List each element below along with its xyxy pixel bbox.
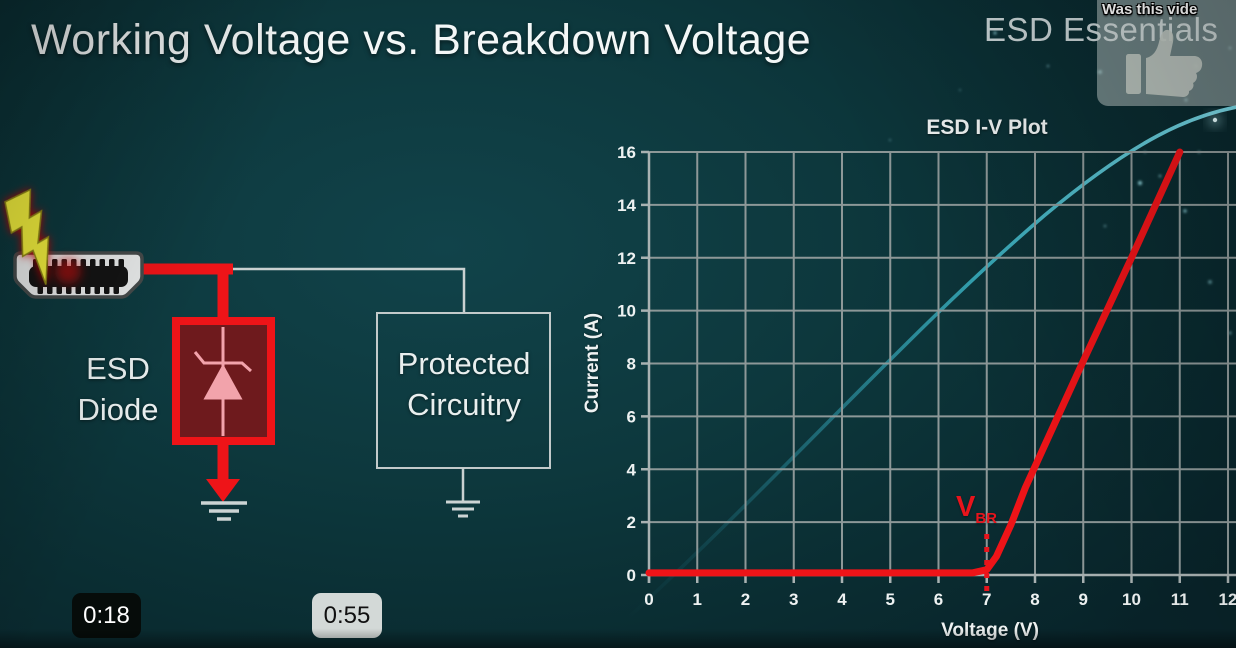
ground-symbol-protected [446, 500, 480, 518]
thumbs-up-icon[interactable] [1120, 26, 1210, 100]
x-tick-label: 6 [934, 590, 943, 609]
y-tick-label: 16 [617, 143, 636, 162]
chart-title: ESD I-V Plot [926, 116, 1048, 139]
y-tick-label: 14 [617, 196, 636, 215]
y-tick-label: 6 [627, 407, 636, 426]
x-tick-label: 7 [982, 590, 991, 609]
y-tick-label: 0 [627, 566, 636, 585]
surge-arrowhead [206, 479, 240, 502]
teal-swoosh [626, 105, 1236, 620]
x-tick-label: 3 [789, 590, 798, 609]
x-tick-label: 12 [1219, 590, 1236, 609]
x-axis-title: Voltage (V) [941, 620, 1039, 641]
y-tick-label: 8 [627, 355, 636, 374]
hdmi-connector-icon [13, 251, 144, 299]
feedback-prompt: Was this vide [1102, 1, 1198, 18]
esd-diode-symbol [193, 327, 252, 436]
y-axis-title: Current (A) [582, 312, 603, 414]
x-tick-label: 10 [1122, 590, 1141, 609]
surge-path-wires [140, 263, 233, 481]
x-tick-label: 1 [693, 590, 702, 609]
signal-wire [142, 267, 466, 313]
protected-circuitry-label: Protected Circuitry [397, 346, 531, 422]
ground-symbol-diode [201, 501, 247, 521]
y-tick-label: 10 [617, 302, 636, 321]
y-tick-label: 12 [617, 249, 636, 268]
x-tick-label: 2 [741, 590, 750, 609]
strike-glow [55, 258, 81, 284]
x-tick-label: 9 [1079, 590, 1088, 609]
glow-particle-core [1212, 117, 1218, 123]
lightning-bolt-icon [4, 188, 50, 285]
breakdown-voltage-annotation: VBR [956, 491, 998, 527]
y-tick-label: 2 [627, 513, 636, 532]
y-tick-label: 4 [627, 460, 637, 479]
x-tick-label: 0 [644, 590, 653, 609]
x-tick-label: 5 [886, 590, 895, 609]
timestamp-chip-2[interactable]: 0:55 [312, 593, 382, 638]
x-tick-label: 11 [1171, 590, 1189, 609]
x-tick-label: 4 [837, 590, 847, 609]
timestamp-chip-1[interactable]: 0:18 [72, 593, 141, 638]
slide-title: Working Voltage vs. Breakdown Voltage [31, 16, 812, 64]
esd-diode-label: ESD Diode [77, 351, 159, 427]
iv-curve [645, 148, 1184, 577]
esd-diode-component [172, 317, 275, 445]
x-tick-label: 8 [1030, 590, 1039, 609]
